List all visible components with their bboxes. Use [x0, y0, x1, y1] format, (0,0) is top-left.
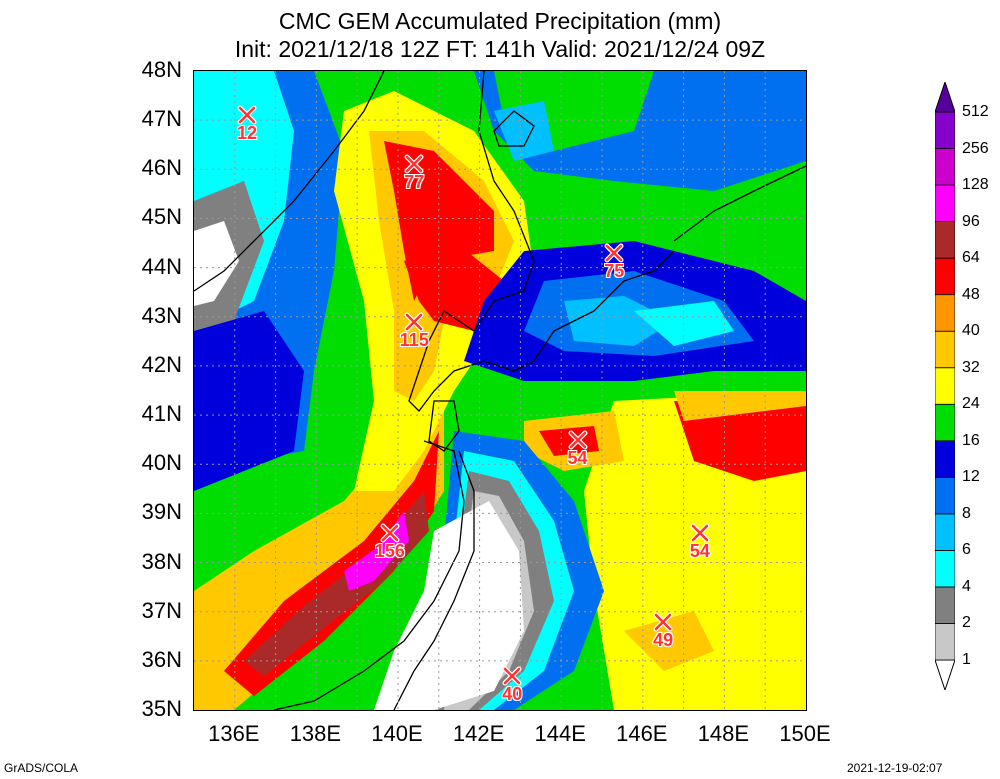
- legend-level-label: 12: [962, 468, 980, 486]
- footer-left: GrADS/COLA: [4, 761, 79, 775]
- legend-level-label: 128: [962, 176, 989, 194]
- graticule: [194, 71, 806, 710]
- legend-level-label: 16: [962, 431, 980, 449]
- coast-honshu-west: [273, 440, 465, 710]
- lat-tick-label: 36N: [141, 646, 182, 672]
- coast-sakhalin-hokkaido: [408, 71, 675, 412]
- lat-tick-label: 48N: [141, 57, 182, 82]
- max-value-label: 115: [399, 329, 429, 350]
- legend-swatch: [935, 257, 955, 296]
- legend-level-label: 96: [962, 212, 980, 230]
- map-subtitle: Init: 2021/12/18 12Z FT: 141h Valid: 202…: [234, 36, 766, 62]
- max-value-label: 156: [374, 541, 405, 562]
- lat-tick-label: 44N: [141, 253, 182, 279]
- max-marker-icon: [380, 523, 400, 543]
- legend-level-label: 48: [962, 285, 980, 303]
- field-east-red: [674, 401, 806, 481]
- max-marker-icon: [237, 105, 257, 125]
- legend-level-label: 24: [962, 395, 980, 413]
- max-value-label: 12: [237, 123, 258, 144]
- field-hokkaido-red: [404, 241, 504, 331]
- field-sw-dred: [244, 491, 429, 676]
- lon-tick-label: 140E: [371, 721, 423, 746]
- max-marker-icon: [404, 154, 424, 174]
- legend-level-label: 256: [962, 139, 989, 157]
- legend-swatch: [935, 148, 955, 186]
- field-west-white: [194, 221, 239, 306]
- legend-swatch: [935, 440, 955, 478]
- legend-swatch: [935, 111, 955, 149]
- legend-level-label: 8: [962, 504, 971, 522]
- legend-swatch: [935, 330, 955, 369]
- legend-swatch: [935, 586, 955, 624]
- lat-tick-label: 38N: [141, 548, 182, 574]
- lat-tick-label: 37N: [141, 597, 182, 623]
- lat-tick-label: 41N: [141, 401, 182, 427]
- lat-tick-label: 42N: [141, 351, 182, 377]
- coast-honshu-east: [393, 450, 475, 710]
- field-se-orange: [624, 611, 714, 671]
- legend-swatch: [935, 476, 955, 515]
- legend-swatch: [935, 221, 955, 259]
- lon-tick-label: 142E: [452, 721, 505, 746]
- field-pacific-white: [374, 501, 524, 710]
- lon-tick-label: 148E: [697, 721, 750, 746]
- legend-swatch: [935, 294, 955, 332]
- field-kuril-lblue: [564, 296, 674, 346]
- legend-level-label: 1: [962, 651, 971, 668]
- lat-tick-label: 43N: [141, 302, 182, 328]
- field-sw-red: [224, 431, 439, 696]
- legend-swatch: [935, 184, 955, 222]
- legend-level-label: 64: [962, 249, 980, 267]
- max-marker-icon: [568, 430, 588, 450]
- coast-island: [493, 110, 535, 147]
- lat-tick-label: 39N: [141, 499, 182, 525]
- max-marker-icon: [404, 312, 424, 332]
- max-value-label: 77: [404, 172, 425, 193]
- legend-swatch: [935, 403, 955, 442]
- max-marker-icon: [653, 612, 673, 632]
- lon-tick-label: 144E: [534, 721, 586, 746]
- precipitation-map: 12 77 75 115 54 54 156 49 40: [193, 70, 807, 711]
- map-title: CMC GEM Accumulated Precipitation (mm): [278, 8, 722, 34]
- max-value-label: 75: [604, 260, 625, 281]
- legend-swatch: [935, 549, 955, 588]
- max-value-label: 54: [689, 541, 710, 562]
- coast-tsugaru: [428, 400, 460, 452]
- lon-tick-label: 136E: [208, 721, 260, 746]
- legend-swatch: [935, 623, 955, 661]
- legend-swatch: [935, 367, 955, 405]
- legend-high-triangle: [935, 82, 955, 113]
- max-value-label: 49: [653, 629, 674, 650]
- color-legend: [935, 82, 955, 690]
- lon-tick-label: 138E: [289, 721, 342, 746]
- legend-swatch: [935, 513, 955, 551]
- lat-tick-label: 40N: [141, 450, 182, 476]
- max-value-label: 54: [567, 447, 588, 468]
- legend-level-label: 4: [962, 577, 971, 595]
- max-marker-icon: [690, 523, 710, 543]
- max-marker-icon: [604, 243, 624, 263]
- lon-tick-label: 150E: [779, 721, 831, 746]
- legend-level-label: 6: [962, 541, 971, 559]
- legend-level-label: 2: [962, 614, 971, 632]
- lat-tick-label: 35N: [141, 696, 182, 721]
- field-east-orange: [674, 391, 806, 421]
- legend-low-triangle: [935, 659, 955, 690]
- coast-kurils: [673, 165, 806, 242]
- coastlines: [194, 71, 806, 710]
- footer-right: 2021-12-19-02:07: [847, 761, 943, 775]
- lat-tick-label: 45N: [141, 204, 182, 230]
- legend-level-label: 32: [962, 358, 980, 376]
- legend-level-label: 512: [962, 103, 989, 120]
- field-west-dblue: [194, 311, 304, 491]
- legend-level-label: 40: [962, 322, 980, 340]
- max-value-label: 40: [502, 683, 523, 704]
- precipitation-field: [194, 71, 806, 710]
- coast-asia: [194, 71, 385, 292]
- max-marker-icon: [502, 666, 522, 686]
- lon-tick-label: 146E: [616, 721, 668, 746]
- lat-tick-label: 46N: [141, 155, 182, 181]
- lat-tick-label: 47N: [141, 106, 182, 132]
